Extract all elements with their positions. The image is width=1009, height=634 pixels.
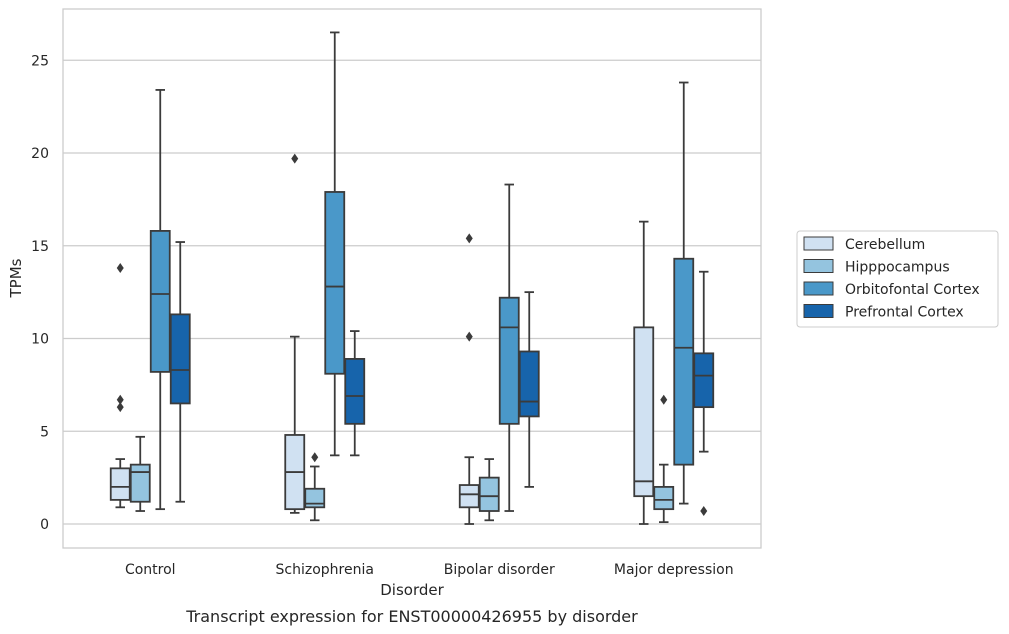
outlier-point bbox=[116, 263, 124, 274]
box-cerebellum-3 bbox=[633, 220, 655, 525]
outlier-point bbox=[465, 331, 473, 342]
outlier-point bbox=[311, 452, 319, 463]
box-iqr bbox=[673, 257, 695, 466]
box-iqr bbox=[518, 350, 540, 418]
x-axis-ticks: Control Schizophrenia Bipolar disorder Majo… bbox=[125, 562, 734, 578]
box-iqr bbox=[478, 476, 500, 512]
legend-frame bbox=[796, 230, 999, 328]
box-iqr bbox=[653, 485, 675, 511]
legend-label: Orbitofontal Cortex bbox=[845, 282, 980, 298]
legend-swatch bbox=[803, 304, 834, 318]
box-iqr bbox=[169, 313, 191, 405]
x-tick-label: Schizophrenia bbox=[276, 562, 374, 578]
outlier-point bbox=[660, 394, 668, 405]
y-axis-label: TPMs bbox=[7, 258, 25, 298]
legend-label: Prefrontal Cortex bbox=[845, 305, 964, 321]
box-orbitofontal-cortex-0 bbox=[149, 89, 171, 511]
chart-caption: Transcript expression for ENST0000042695… bbox=[185, 607, 638, 626]
box-iqr bbox=[633, 326, 655, 498]
plot-area bbox=[62, 8, 762, 549]
x-tick-label: Control bbox=[125, 562, 176, 578]
box-orbitofontal-cortex-3 bbox=[673, 81, 695, 505]
box-cerebellum-1 bbox=[284, 153, 306, 514]
box-prefrontal-cortex-3 bbox=[693, 270, 715, 517]
box-iqr bbox=[693, 352, 715, 409]
y-tick-label: 25 bbox=[31, 53, 49, 69]
x-tick-label: Bipolar disorder bbox=[444, 562, 555, 578]
outlier-point bbox=[700, 506, 708, 517]
box-orbitofontal-cortex-2 bbox=[498, 183, 520, 512]
box-hipppocampus-0 bbox=[129, 435, 151, 512]
box-hipppocampus-1 bbox=[304, 452, 326, 522]
boxes bbox=[109, 31, 715, 525]
x-tick-label: Major depression bbox=[614, 562, 734, 578]
y-tick-label: 5 bbox=[40, 424, 49, 440]
legend: Cerebellum Hipppocampus Orbitofontal Corte… bbox=[796, 230, 999, 328]
box-hipppocampus-3 bbox=[653, 394, 675, 524]
box-orbitofontal-cortex-1 bbox=[324, 31, 346, 457]
y-tick-label: 15 bbox=[31, 239, 49, 255]
box-prefrontal-cortex-0 bbox=[169, 241, 191, 503]
y-axis-ticks: 0 5 10 15 20 25 bbox=[31, 53, 49, 533]
box-hipppocampus-2 bbox=[478, 458, 500, 522]
box-iqr bbox=[129, 463, 151, 503]
y-tick-label: 20 bbox=[31, 146, 49, 162]
legend-swatch bbox=[803, 281, 834, 296]
box-iqr bbox=[344, 358, 366, 425]
outlier-point bbox=[291, 153, 299, 164]
box-iqr bbox=[109, 467, 131, 501]
box-cerebellum-2 bbox=[458, 233, 480, 525]
outlier-point bbox=[465, 233, 473, 244]
box-prefrontal-cortex-1 bbox=[344, 330, 366, 457]
legend-swatch bbox=[803, 259, 834, 273]
box-iqr bbox=[149, 230, 171, 373]
box-iqr bbox=[324, 191, 346, 375]
legend-label: Hipppocampus bbox=[845, 260, 950, 276]
box-prefrontal-cortex-2 bbox=[518, 291, 540, 488]
box-iqr bbox=[458, 484, 480, 509]
box-iqr bbox=[304, 487, 326, 509]
legend-swatch bbox=[803, 236, 834, 251]
outlier-point bbox=[116, 394, 124, 405]
outlier-point bbox=[116, 402, 124, 413]
y-tick-label: 10 bbox=[31, 332, 49, 348]
legend-label: Cerebellum bbox=[845, 237, 925, 253]
y-tick-label: 0 bbox=[40, 517, 49, 533]
box-cerebellum-0 bbox=[109, 263, 131, 509]
box-iqr bbox=[498, 296, 520, 425]
x-axis-label: Disorder bbox=[380, 581, 444, 599]
